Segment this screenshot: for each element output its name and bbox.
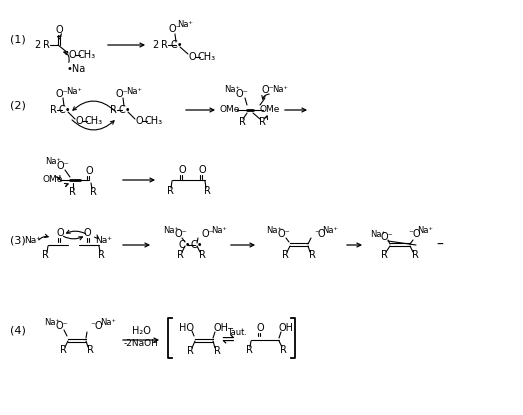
Text: O: O	[317, 229, 325, 239]
Text: C•: C•	[191, 240, 203, 250]
Text: R: R	[87, 345, 94, 355]
Text: ⁻: ⁻	[314, 229, 320, 239]
Text: –: –	[437, 238, 444, 252]
Text: O: O	[188, 52, 196, 62]
Text: O: O	[56, 228, 64, 238]
Text: O: O	[412, 229, 420, 239]
Text: Na⁺: Na⁺	[211, 225, 227, 234]
Text: R: R	[161, 40, 167, 50]
Text: CH₃: CH₃	[145, 116, 163, 126]
Text: R: R	[187, 346, 194, 356]
Text: O⁻: O⁻	[116, 89, 128, 99]
Text: R: R	[281, 250, 289, 260]
Text: O: O	[198, 165, 206, 175]
Text: R: R	[309, 250, 315, 260]
Text: O: O	[55, 25, 63, 35]
Text: O⁻: O⁻	[381, 232, 393, 242]
Text: O: O	[94, 321, 102, 331]
Text: ⁻: ⁻	[408, 229, 414, 239]
Text: •Na: •Na	[66, 64, 86, 74]
Text: R: R	[203, 186, 210, 196]
Text: C•: C•	[119, 105, 131, 115]
Text: R: R	[258, 117, 266, 127]
Text: ⇌: ⇌	[222, 332, 234, 347]
Text: -2NaOH: -2NaOH	[123, 339, 158, 347]
Text: CH₃: CH₃	[85, 116, 103, 126]
Text: Na⁺: Na⁺	[45, 158, 61, 166]
Text: O: O	[256, 323, 264, 333]
Text: R: R	[98, 250, 105, 260]
Text: R: R	[199, 250, 206, 260]
Text: O: O	[178, 165, 186, 175]
Text: Na⁺: Na⁺	[126, 86, 142, 95]
Text: C•: C•	[179, 240, 191, 250]
Text: R: R	[42, 40, 50, 50]
Text: 2: 2	[152, 40, 158, 50]
Text: OH: OH	[213, 323, 229, 333]
Text: (2): (2)	[10, 100, 26, 110]
Text: HO: HO	[178, 323, 194, 333]
Text: CH₃: CH₃	[78, 50, 96, 60]
Text: CH₃: CH₃	[198, 52, 216, 62]
Text: C•: C•	[170, 40, 184, 50]
Text: OH: OH	[279, 323, 293, 333]
Text: O⁻: O⁻	[262, 85, 275, 95]
Text: R: R	[177, 250, 184, 260]
Text: O: O	[85, 166, 93, 176]
Text: O⁻: O⁻	[236, 89, 248, 99]
Text: O: O	[135, 116, 143, 126]
Text: Na⁺: Na⁺	[100, 317, 116, 327]
Text: OMe: OMe	[220, 105, 240, 115]
Text: R: R	[109, 105, 117, 115]
Text: OMe: OMe	[260, 105, 280, 115]
Text: Na⁺: Na⁺	[177, 20, 193, 29]
Text: Na⁺: Na⁺	[417, 225, 433, 234]
Text: O⁻: O⁻	[278, 229, 290, 239]
Text: O⁻: O⁻	[56, 161, 70, 171]
Text: H₂O: H₂O	[132, 326, 151, 336]
Text: O: O	[75, 116, 83, 126]
Text: Na⁺: Na⁺	[25, 235, 41, 244]
Text: R: R	[166, 186, 174, 196]
Text: O⁻: O⁻	[168, 24, 181, 34]
Text: R: R	[41, 250, 49, 260]
Text: O: O	[68, 50, 76, 60]
Text: Na⁺: Na⁺	[96, 235, 112, 244]
Text: OMe: OMe	[43, 176, 63, 185]
Text: R: R	[69, 187, 75, 197]
Text: R: R	[246, 345, 253, 355]
Text: C•: C•	[59, 105, 71, 115]
Text: Na⁺: Na⁺	[272, 85, 288, 95]
Text: Na⁺: Na⁺	[224, 85, 240, 95]
Text: O⁻: O⁻	[202, 229, 214, 239]
Text: Na⁺: Na⁺	[266, 225, 282, 234]
Text: Na⁺: Na⁺	[322, 225, 338, 234]
Text: Taut.: Taut.	[227, 327, 247, 337]
Text: O⁻: O⁻	[55, 89, 69, 99]
Text: R: R	[60, 345, 66, 355]
Text: R: R	[89, 187, 96, 197]
Text: O: O	[83, 228, 91, 238]
Text: Na⁺: Na⁺	[370, 229, 386, 239]
Text: (3): (3)	[10, 235, 26, 245]
Text: (4): (4)	[10, 325, 26, 335]
Text: O⁻: O⁻	[175, 229, 187, 239]
Text: 2: 2	[34, 40, 40, 50]
Text: Na⁺: Na⁺	[163, 225, 179, 234]
Text: Na⁺: Na⁺	[44, 317, 60, 327]
Text: R: R	[238, 117, 245, 127]
Text: R: R	[50, 105, 56, 115]
Text: O⁻: O⁻	[55, 321, 69, 331]
Text: R: R	[412, 250, 418, 260]
Text: ⁻: ⁻	[90, 321, 96, 331]
Text: R: R	[381, 250, 388, 260]
Text: Na⁺: Na⁺	[66, 86, 82, 95]
Text: R: R	[213, 346, 220, 356]
Text: (1): (1)	[10, 35, 26, 45]
Text: R: R	[280, 345, 287, 355]
